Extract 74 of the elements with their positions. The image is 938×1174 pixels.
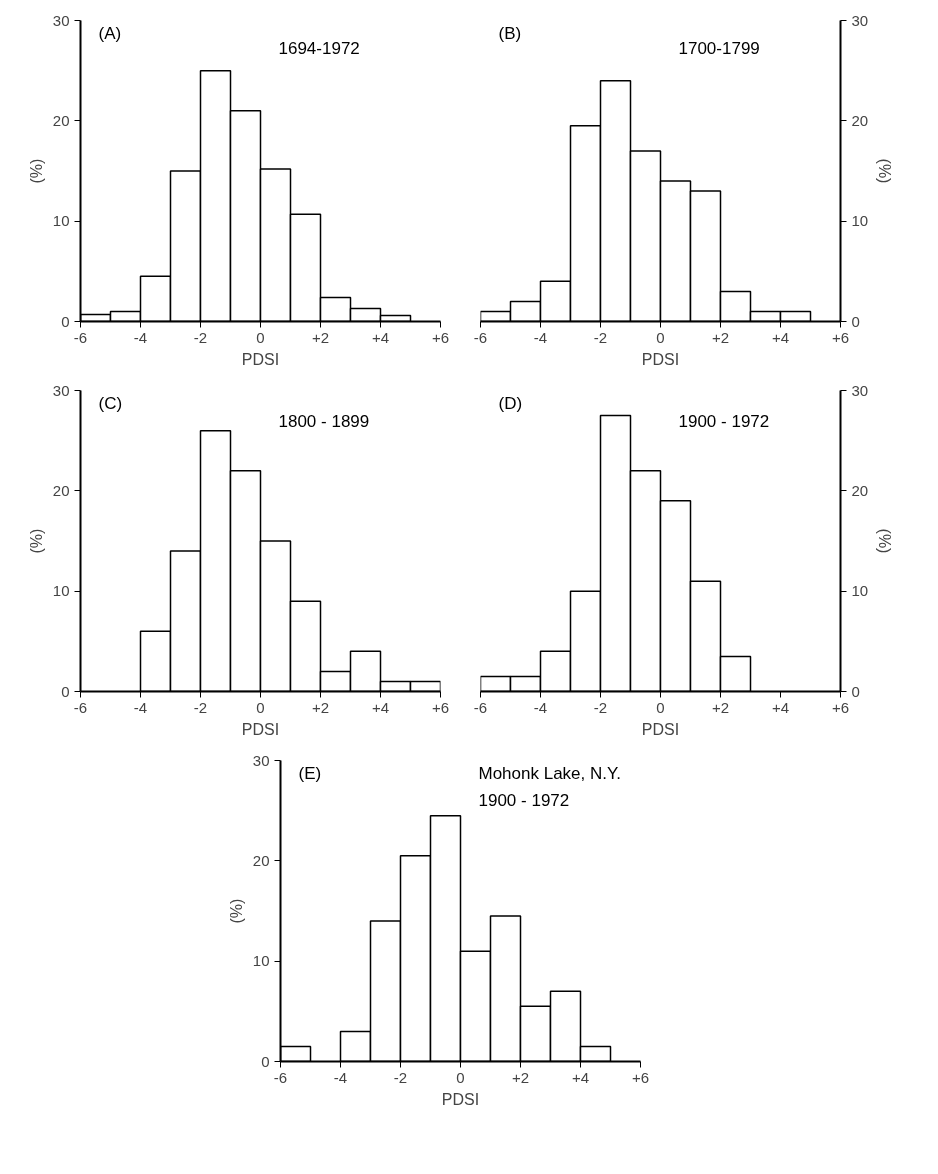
x-axis-title: PDSI (641, 720, 680, 738)
y2-tick-label: 20 (851, 111, 869, 129)
x-tick-label: -4 (333, 1068, 348, 1086)
annotation: (D) (498, 393, 523, 413)
annotation: 1900 - 1972 (678, 411, 770, 431)
x-tick-label: -2 (593, 698, 608, 716)
x-axis-title: PDSI (241, 350, 280, 368)
y2-tick-label: 30 (851, 381, 869, 399)
y-axis-title: (%) (27, 158, 45, 184)
x-tick-label: -4 (533, 698, 548, 716)
x-tick-label: +4 (771, 328, 790, 346)
x-tick-label: -6 (73, 328, 88, 346)
x-axis-title: PDSI (441, 1090, 480, 1108)
x-tick-label: -2 (393, 1068, 408, 1086)
y-tick-label: 0 (261, 1052, 270, 1070)
y2-tick-label: 0 (851, 682, 860, 700)
x-tick-label: +6 (831, 328, 850, 346)
y-axis-title: (%) (227, 898, 245, 924)
x-tick-label: +2 (311, 328, 330, 346)
x-tick-label: +6 (431, 698, 450, 716)
x-tick-label: +6 (831, 698, 850, 716)
x-tick-label: 0 (656, 698, 665, 716)
y-tick-label: 0 (61, 682, 70, 700)
annotation: 1694-1972 (278, 38, 360, 58)
y2-tick-label: 10 (851, 212, 869, 230)
x-tick-label: -6 (73, 698, 88, 716)
x-tick-label: -2 (593, 328, 608, 346)
annotation: (A) (98, 23, 122, 43)
y-tick-label: 0 (61, 312, 70, 330)
y2-tick-label: 0 (851, 312, 860, 330)
annotation: (E) (298, 763, 322, 783)
y2-tick-label: 10 (851, 582, 869, 600)
y-tick-label: 10 (252, 952, 270, 970)
x-tick-label: +4 (571, 1068, 590, 1086)
y-tick-label: 30 (52, 11, 70, 29)
y2-axis-title: (%) (876, 528, 894, 554)
y-axis-title: (%) (27, 528, 45, 554)
x-tick-label: -6 (473, 328, 488, 346)
y-tick-label: 10 (52, 212, 70, 230)
x-axis-title: PDSI (641, 350, 680, 368)
x-tick-label: -2 (193, 328, 208, 346)
x-tick-label: -2 (193, 698, 208, 716)
annotation: 1700-1799 (678, 38, 760, 58)
y-tick-label: 20 (52, 481, 70, 499)
x-tick-label: +4 (771, 698, 790, 716)
x-tick-label: +4 (371, 328, 390, 346)
x-tick-label: -4 (133, 698, 148, 716)
annotation: Mohonk Lake, N.Y. (478, 763, 621, 783)
x-tick-label: +2 (311, 698, 330, 716)
y2-tick-label: 20 (851, 481, 869, 499)
y-tick-label: 20 (52, 111, 70, 129)
x-tick-label: +2 (511, 1068, 530, 1086)
y2-tick-label: 30 (851, 11, 869, 29)
x-tick-label: +4 (371, 698, 390, 716)
x-axis-title: PDSI (241, 720, 280, 738)
x-tick-label: -6 (273, 1068, 288, 1086)
annotation: 1800 - 1899 (278, 411, 370, 431)
x-tick-label: +2 (711, 698, 730, 716)
y-tick-label: 30 (52, 381, 70, 399)
x-tick-label: -4 (533, 328, 548, 346)
x-tick-label: +2 (711, 328, 730, 346)
x-tick-label: +6 (631, 1068, 650, 1086)
annotation: 1900 - 1972 (478, 790, 570, 810)
y-tick-label: 10 (52, 582, 70, 600)
x-tick-label: 0 (656, 328, 665, 346)
x-tick-label: +6 (431, 328, 450, 346)
x-tick-label: -4 (133, 328, 148, 346)
annotation: (B) (498, 23, 522, 43)
x-tick-label: -6 (473, 698, 488, 716)
y-tick-label: 30 (252, 751, 270, 769)
annotation: (C) (98, 393, 123, 413)
x-tick-label: 0 (456, 1068, 465, 1086)
y2-axis-title: (%) (876, 158, 894, 184)
y-tick-label: 20 (252, 851, 270, 869)
